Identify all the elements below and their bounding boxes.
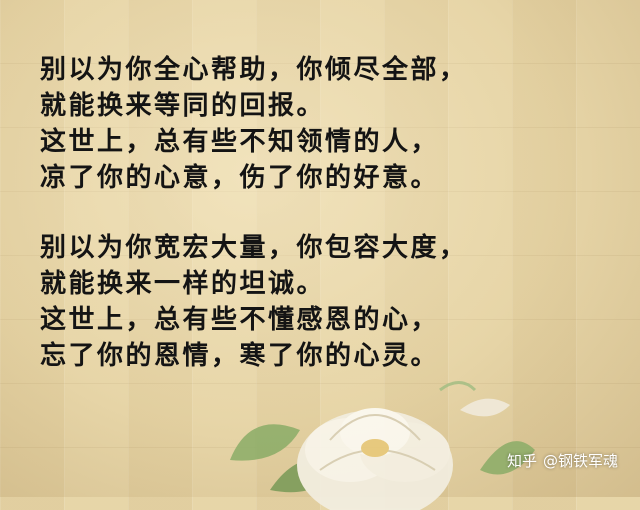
watermark-site: 知乎	[506, 452, 537, 470]
poem-line: 凉了你的心意，伤了你的好意。	[40, 163, 440, 193]
poem-line: 这世上，总有些不知领情的人，	[40, 127, 440, 157]
poem-line: 这世上，总有些不懂感恩的心，	[40, 305, 440, 335]
watermark: 知乎 @钢铁军魂	[507, 450, 618, 471]
stanza-2: 别以为你宽宏大量，你包容大度， 就能换来一样的坦诚。 这世上，总有些不懂感恩的心…	[40, 230, 468, 374]
poem-line: 就能换来一样的坦诚。	[40, 269, 326, 299]
peony-flower-illustration	[230, 381, 535, 510]
stanza-1: 别以为你全心帮助，你倾尽全部， 就能换来等同的回报。 这世上，总有些不知领情的人…	[40, 52, 468, 196]
watermark-author: @钢铁军魂	[542, 452, 618, 470]
poem-line: 忘了你的恩情，寒了你的心灵。	[40, 341, 440, 371]
poem-line: 别以为你全心帮助，你倾尽全部，	[40, 55, 468, 85]
poem-text: 别以为你全心帮助，你倾尽全部， 就能换来等同的回报。 这世上，总有些不知领情的人…	[40, 52, 468, 374]
poem-line: 别以为你宽宏大量，你包容大度，	[40, 233, 468, 263]
poem-line: 就能换来等同的回报。	[40, 91, 326, 121]
background-texture	[0, 0, 640, 497]
